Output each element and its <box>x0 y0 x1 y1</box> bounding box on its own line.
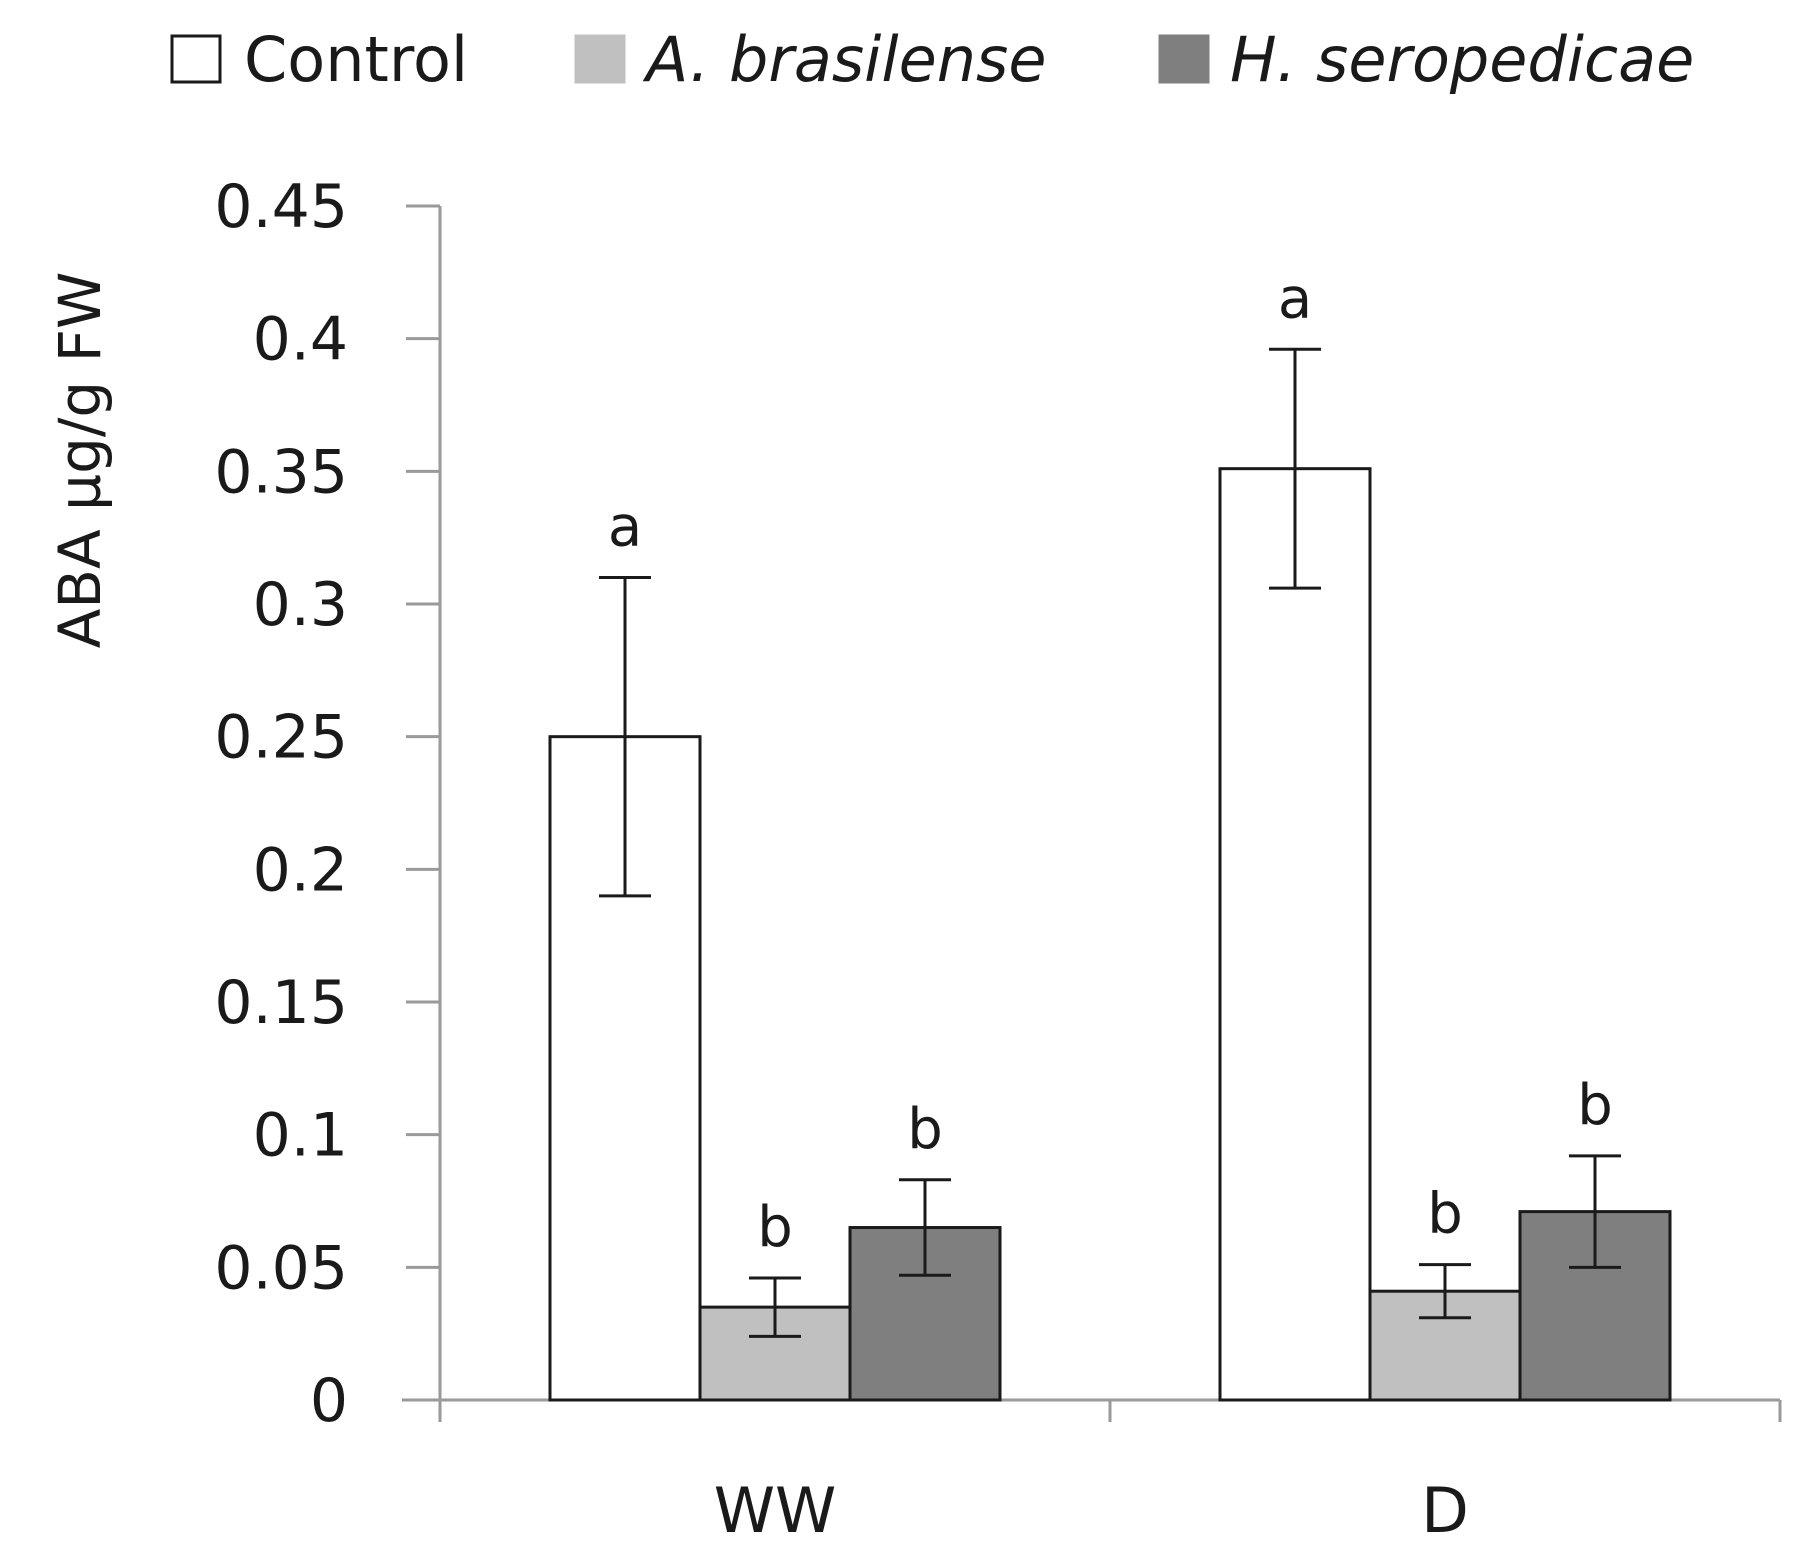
significance-label: b <box>1577 1073 1613 1138</box>
y-tick-label: 0.3 <box>253 570 348 640</box>
legend-swatch <box>1158 34 1210 84</box>
y-axis: 0 0.05 0.1 0.15 0.2 0.25 0.3 0.35 0.4 0.45 <box>214 172 442 1436</box>
legend-label: H. seropedicae <box>1230 23 1694 96</box>
x-category-label: WW <box>714 1474 837 1542</box>
legend-swatch <box>574 34 626 84</box>
error-bars <box>599 347 1621 1338</box>
legend-swatch <box>170 34 222 84</box>
significance-label: b <box>907 1097 943 1162</box>
y-tick-label: 0.15 <box>214 968 348 1038</box>
y-tick-label: 0.05 <box>214 1233 348 1303</box>
y-tick-label: 0.4 <box>253 305 348 375</box>
y-tick-label: 0.2 <box>253 835 348 905</box>
y-tick-label: 0 <box>310 1366 348 1436</box>
y-tick-label: 0.45 <box>214 172 348 242</box>
x-category-label: D <box>1421 1474 1469 1542</box>
significance-label: a <box>1278 266 1312 331</box>
significance-label: b <box>1427 1182 1463 1247</box>
significance-label: b <box>757 1195 793 1260</box>
y-axis-title: ABA µg/g FW <box>46 272 114 649</box>
bars <box>548 467 1672 1402</box>
legend-label: Control <box>244 23 468 96</box>
significance-label: a <box>608 494 642 559</box>
x-axis: WW D <box>402 1398 1782 1546</box>
legend: Control A. brasilense H. seropedicae <box>170 23 1694 96</box>
y-tick-label: 0.25 <box>214 703 348 773</box>
y-tick-label: 0.35 <box>214 437 348 507</box>
significance-labels: a b b a b b <box>608 266 1613 1260</box>
y-tick-label: 0.1 <box>253 1101 348 1171</box>
legend-label: A. brasilense <box>642 23 1046 96</box>
bar <box>1218 467 1372 1402</box>
